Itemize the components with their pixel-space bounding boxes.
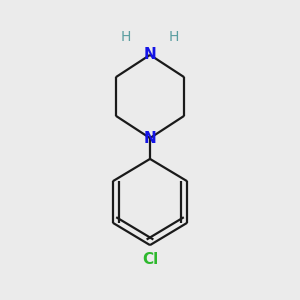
Text: H: H (121, 30, 131, 44)
Text: Cl: Cl (142, 253, 158, 268)
Text: N: N (144, 130, 156, 146)
Text: H: H (169, 30, 179, 44)
Text: N: N (144, 47, 156, 62)
